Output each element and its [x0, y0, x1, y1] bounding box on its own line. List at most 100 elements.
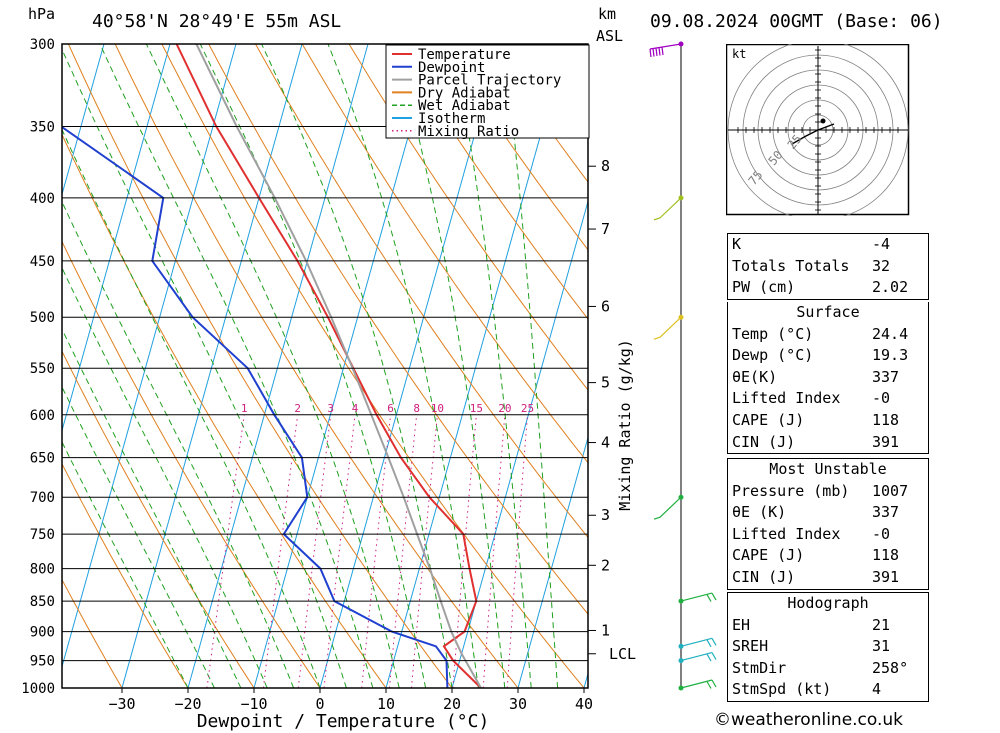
pressure-tick-label: 650	[30, 451, 55, 467]
index-row: Dewp (°C) 19.3	[728, 345, 928, 367]
index-row: EH 21	[728, 615, 928, 637]
index-label: Totals Totals	[732, 256, 850, 275]
index-label: SREH	[732, 637, 769, 656]
indices-table-top: K -4 Totals Totals 32 PW (cm) 2.02	[727, 233, 929, 300]
pressure-tick-label: 600	[30, 408, 55, 424]
mixing-ratio-line	[323, 414, 356, 688]
dry-adiabat-line	[348, 44, 588, 391]
x-tick-label: 0	[315, 695, 324, 713]
hodograph-unit: kt	[732, 47, 746, 61]
index-value: 21	[872, 615, 891, 634]
dry-adiabat-line	[62, 462, 189, 688]
km-tick-label: 3	[601, 506, 610, 524]
index-label: Lifted Index	[732, 524, 841, 543]
km-tick-label: 4	[601, 434, 610, 452]
indices-table-most-unstable: Most Unstable Pressure (mb) 1007 θE (K) 337…	[727, 458, 929, 590]
mixing-ratio-line	[388, 414, 418, 688]
index-value: 24.4	[872, 324, 909, 343]
legend-entry-label: Wet Adiabat	[418, 98, 511, 114]
pressure-tick-label: 950	[30, 654, 55, 670]
km-tick-label: 7	[601, 220, 610, 238]
index-row: CIN (J) 391	[728, 567, 928, 589]
x-tick-label: 10	[377, 695, 395, 713]
legend-entry-label: Temperature	[418, 47, 511, 63]
legend-entry-label: Mixing Ratio	[418, 124, 519, 140]
index-row: Pressure (mb) 1007	[728, 481, 928, 503]
wind-barb	[653, 197, 682, 221]
index-value: 391	[872, 567, 900, 586]
storm-motion-marker	[820, 118, 826, 124]
pressure-tick-label: 400	[30, 191, 55, 207]
index-label: Lifted Index	[732, 389, 841, 408]
isotherm-line	[451, 199, 588, 688]
km-tick-label: 6	[601, 297, 610, 315]
pressure-tick-label: 900	[30, 625, 55, 641]
isotherm-line	[385, 44, 567, 688]
index-label: K	[732, 235, 742, 253]
mixing-ratio-label: 25	[521, 402, 534, 415]
watermark: ©weatheronline.co.uk	[714, 710, 904, 730]
dry-adiabat-line	[67, 44, 453, 688]
wind-barb	[680, 651, 717, 662]
index-label: CAPE (J)	[732, 546, 805, 565]
isotherm-line	[187, 44, 369, 688]
index-value: 391	[872, 432, 900, 451]
mixing-ratio-label: 15	[470, 402, 483, 415]
index-row: θE (K) 337	[728, 502, 928, 524]
index-value: 337	[872, 503, 900, 522]
index-value: -0	[872, 524, 891, 543]
x-tick-label: 30	[509, 695, 527, 713]
isotherm-line	[62, 44, 105, 197]
index-label: Dewp (°C)	[732, 346, 814, 365]
index-label: θE (K)	[732, 503, 787, 522]
lcl-label: LCL	[609, 645, 636, 663]
legend-entry-label: Parcel Trajectory	[418, 73, 561, 89]
indices-table-surface: Surface Temp (°C) 24.4 Dewp (°C) 19.3 θE(K) 3…	[727, 302, 929, 455]
isotherm-line	[62, 44, 171, 433]
x-tick-label: −20	[174, 695, 201, 713]
legend-entry-label: Isotherm	[418, 111, 485, 127]
mixing-ratio-label: 6	[387, 402, 394, 415]
wind-barb	[653, 496, 682, 520]
isotherm-line	[62, 44, 237, 669]
wind-barb	[653, 316, 682, 340]
index-value: 118	[872, 410, 900, 429]
surface-section-title: Surface	[796, 303, 860, 321]
pressure-tick-label: 800	[30, 562, 55, 578]
datetime-title: 09.08.2024 00GMT (Base: 06)	[650, 11, 943, 32]
wet-adiabat-line	[199, 44, 427, 688]
mixing-ratio-line	[206, 414, 245, 688]
index-label: CIN (J)	[732, 432, 796, 451]
wet-adiabat-line	[62, 385, 215, 688]
wet-adiabat-line	[62, 328, 242, 688]
index-value: 258°	[872, 658, 909, 677]
wet-adiabat-line	[62, 48, 347, 688]
asl-label: ASL	[596, 27, 624, 45]
wet-adiabat-line	[145, 44, 400, 688]
wet-adiabat-line	[503, 44, 559, 688]
pressure-tick-label: 550	[30, 361, 55, 377]
km-tick-label: 5	[601, 374, 610, 392]
parcel-trajectory-line	[195, 44, 482, 688]
mixing-ratio-label: 2	[294, 402, 301, 415]
mixing-ratio-label: 4	[352, 402, 359, 415]
index-row: SREH 31	[728, 636, 928, 658]
index-value: 118	[872, 546, 900, 565]
wet-adiabat-line	[62, 440, 189, 688]
mixing-ratio-axis-label: Mixing Ratio (g/kg)	[616, 339, 634, 511]
pressure-tick-label: 300	[30, 37, 55, 53]
index-row: StmSpd (kt) 4	[728, 679, 928, 701]
plot-frame	[61, 43, 589, 689]
index-label: StmDir	[732, 658, 787, 677]
dry-adiabat-line	[255, 44, 588, 539]
dry-adiabat-line	[62, 578, 123, 688]
mixing-ratio-label: 1	[241, 402, 248, 415]
index-value: -0	[872, 389, 891, 408]
index-row: CAPE (J) 118	[728, 545, 928, 567]
location-title: 40°58'N 28°49'E 55m ASL	[92, 11, 342, 32]
index-value: 337	[872, 367, 900, 386]
index-row: PW (cm) 2.02	[728, 277, 928, 299]
isotherm-line	[517, 435, 588, 688]
